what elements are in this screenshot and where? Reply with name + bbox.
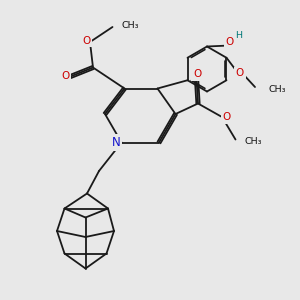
Text: H: H [236,31,243,40]
Text: CH₃: CH₃ [268,85,286,94]
Text: N: N [112,136,121,149]
Text: O: O [225,37,234,47]
Text: CH₃: CH₃ [244,136,262,146]
Text: O: O [82,36,91,46]
Text: O: O [236,68,244,79]
Text: O: O [193,69,201,80]
Text: O: O [222,112,231,122]
Text: O: O [61,71,69,81]
Text: CH₃: CH₃ [122,21,139,30]
